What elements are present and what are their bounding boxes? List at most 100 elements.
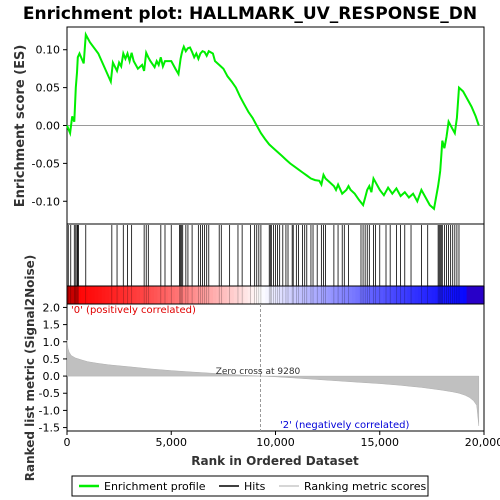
color-band-segment [317,286,322,304]
legend-frame [71,475,429,497]
color-band-segment [244,286,249,304]
color-band-segment [313,286,318,304]
ranked-y-tick-label: 1.5 [43,319,61,332]
ranked-y-tick-label: 2.0 [43,301,61,314]
ranked-y-tick-label: 0.5 [43,353,61,366]
color-band-segment [278,286,284,304]
color-band-segment [397,286,402,304]
color-band-segment [209,286,214,304]
color-band-segment [192,286,197,304]
negative-correlation-label: '2' (negatively correlated) [280,420,409,431]
ranked-y-ticks: 2.0 1.5 1.0 0.5 0.0 -0.5 -1.0 -1.5 [39,301,67,435]
color-band-segment [334,286,339,304]
color-band-segment [407,286,412,304]
color-band-segment [369,286,374,304]
color-band-segment [115,286,120,304]
legend-label-ranking-metric: Ranking metric scores [304,480,426,493]
color-band-segment [77,286,82,304]
color-band-segment [219,286,224,304]
ranked-x-tick-label: 5,000 [156,436,188,449]
color-band-segment [98,286,103,304]
ranked-y-tick-label: -1.5 [39,422,60,435]
color-band-segment [379,286,384,304]
color-band-segment [459,286,464,304]
es-y-ticks: 0.10 0.05 0.00 -0.05 -0.10 [32,44,67,208]
color-band-segment [202,286,207,304]
color-band-segment [456,286,461,304]
color-band-segment [449,286,454,304]
color-band-segment [362,286,367,304]
color-band-segment [133,286,138,304]
color-band-segment [452,286,457,304]
color-band-segment [223,286,228,304]
color-band-segment [477,286,482,304]
color-band-segment [185,286,190,304]
ranked-y-tick-label: -1.0 [39,404,60,417]
color-band-segment [400,286,405,304]
color-band-segment [320,286,325,304]
color-band-segment [275,286,280,304]
color-band-segment [254,286,259,304]
color-band-segment [112,286,117,304]
es-y-axis-label: Enrichment score (ES) [13,45,28,208]
ranked-y-tick-label: -0.5 [39,387,60,400]
color-band-segment [341,286,346,304]
color-band-segment [404,286,409,304]
enrichment-profile-line [66,31,480,211]
zero-cross-label: Zero cross at 9280 [216,367,301,377]
es-y-tick-label: -0.05 [32,157,60,170]
color-band-segment [463,286,468,304]
legend: Enrichment profile Hits Ranking metric s… [71,475,429,497]
color-band-segment [345,286,350,304]
ranking-metric-area [66,339,480,426]
color-band-segment [411,286,416,304]
color-band-segment [70,286,75,304]
color-band-segment [435,286,440,304]
color-band-segment [108,286,113,304]
color-band-segment [285,286,291,304]
color-band-segment [181,286,186,304]
color-band-segment [150,286,155,304]
color-band-segment [233,286,238,304]
color-band-segment [414,286,419,304]
es-y-tick-label: 0.05 [36,82,61,95]
color-band-segment [299,286,304,304]
color-band-segment [122,286,127,304]
color-band-segment [87,286,92,304]
color-band-segment [480,286,485,304]
ranked-x-tick-label: 20,000 [465,436,500,449]
color-band-segment [365,286,370,304]
color-band-segment [146,286,152,304]
color-band-segment [376,286,381,304]
color-band-segment [424,286,430,304]
color-band-segment [84,286,89,304]
color-band-segment [265,286,270,304]
color-band-segment [178,286,183,304]
positive-correlation-label: '0' (positively correlated) [71,305,196,316]
color-band-segment [167,286,172,304]
rank-color-band [66,285,485,305]
color-band-segment [296,286,301,304]
color-band-segment [348,286,353,304]
ranked-y-tick-label: 1.0 [43,336,61,349]
color-band-segment [473,286,478,304]
ranked-x-ticks: 0 5,000 10,000 15,000 20,000 [64,431,500,449]
color-band-segment [199,286,204,304]
color-band-segment [355,286,360,304]
color-band-segment [160,286,165,304]
color-band-segment [195,286,200,304]
color-band-segment [438,286,443,304]
color-band-segment [143,286,148,304]
color-band-segment [247,286,252,304]
color-band-segment [216,286,221,304]
color-band-segment [428,286,433,304]
color-band-segment [431,286,436,304]
color-band-segment [351,286,357,304]
legend-label-enrichment-profile: Enrichment profile [104,480,206,493]
color-band-segment [421,286,426,304]
color-band-segment [126,286,131,304]
color-band-segment [258,286,263,304]
color-band-segment [358,286,363,304]
color-band-segment [390,286,395,304]
